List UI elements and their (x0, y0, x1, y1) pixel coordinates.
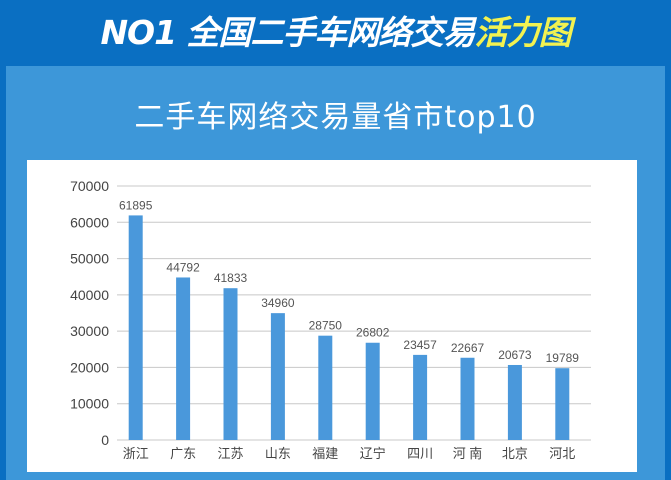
data-label: 26802 (356, 326, 390, 340)
x-tick-label: 山东 (265, 446, 291, 461)
y-tick-label: 30000 (70, 323, 109, 339)
x-tick-label: 福建 (312, 446, 338, 461)
main-title-text: NO1 全国二手车网络交易 (100, 13, 475, 52)
data-label: 34960 (261, 296, 295, 310)
bar-chart: 0 10000 20000 30000 40000 50000 60000 70000 6189… (70, 178, 591, 461)
x-tick-label: 广东 (170, 446, 196, 461)
x-tick-label: 北京 (502, 446, 528, 461)
data-label: 19789 (546, 351, 580, 365)
bar (176, 277, 191, 440)
x-tick-label: 河 南 (453, 446, 483, 461)
bar (365, 342, 380, 440)
x-tick-label: 辽宁 (360, 446, 386, 461)
y-tick-label: 70000 (70, 178, 109, 194)
x-tick-label: 浙江 (123, 446, 149, 461)
chart-area: 0 10000 20000 30000 40000 50000 60000 70000 6189… (27, 160, 637, 472)
data-label: 61895 (119, 198, 153, 212)
bar (128, 215, 143, 440)
chart-title: 二手车网络交易量省市top10 (134, 100, 537, 135)
bar (223, 288, 238, 440)
x-tick-label: 四川 (407, 446, 433, 461)
bar (555, 368, 570, 440)
y-tick-label: 40000 (70, 287, 109, 303)
data-label: 28750 (309, 319, 343, 333)
data-label: 23457 (403, 338, 437, 352)
bar (270, 313, 285, 440)
y-tick-label: 10000 (70, 396, 109, 412)
bar (413, 354, 428, 440)
bar (460, 357, 475, 440)
y-tick-label: 60000 (70, 214, 109, 230)
main-title: NO1 全国二手车网络交易活力图 (0, 6, 671, 54)
header: NO1 全国二手车网络交易活力图 (0, 0, 671, 66)
bar (318, 335, 333, 440)
data-label: 22667 (451, 341, 485, 355)
data-label: 44792 (166, 260, 200, 274)
x-tick-label: 江苏 (217, 446, 243, 461)
chart-panel: 二手车网络交易量省市top10 0 10000 20000 30000 40000 500… (6, 66, 665, 480)
data-label: 20673 (498, 348, 532, 362)
y-tick-label: 20000 (70, 359, 109, 375)
x-tick-label: 河北 (549, 446, 575, 461)
y-tick-label: 50000 (70, 251, 109, 267)
bar (507, 364, 522, 440)
main-title-highlight: 活力图 (474, 13, 572, 52)
y-tick-label: 0 (101, 432, 109, 448)
data-label: 41833 (214, 271, 248, 285)
